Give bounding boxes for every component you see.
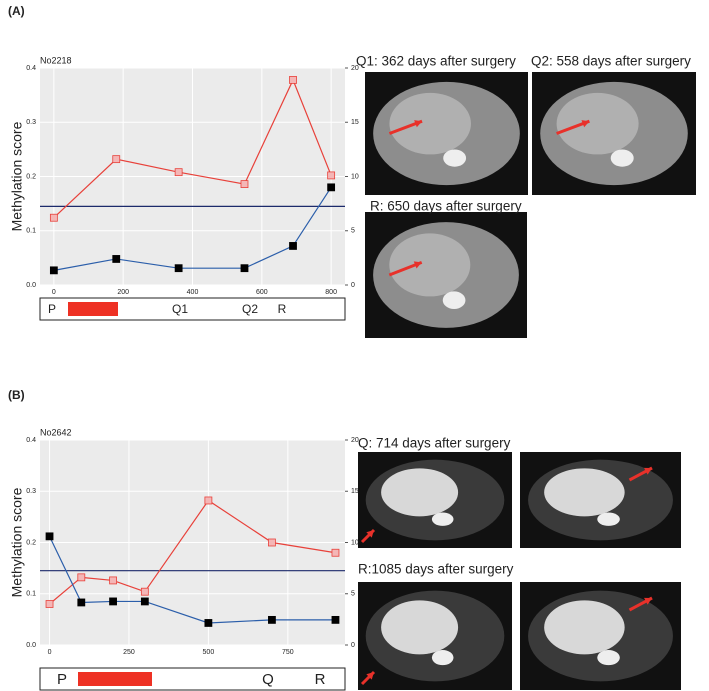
timeline-label: R <box>278 302 287 316</box>
ct-organ <box>381 600 459 655</box>
y-tick-label: 0.3 <box>26 119 36 126</box>
ct-organ <box>443 149 467 167</box>
panel-label: (B) <box>8 388 25 402</box>
data-point <box>140 597 149 606</box>
ct-organ <box>556 92 639 155</box>
panel-label: (A) <box>8 4 25 18</box>
y-axis-label: Methylation score <box>9 121 25 231</box>
timeline-label: Q2 <box>242 302 258 316</box>
image-caption: Q: 714 days after surgery <box>358 436 511 451</box>
data-point <box>289 76 297 84</box>
y2-tick-label: 20 <box>351 437 359 444</box>
data-point <box>140 587 149 596</box>
data-point <box>240 180 249 188</box>
ct-organ <box>442 291 466 310</box>
ct-organ <box>544 468 625 517</box>
data-point <box>174 264 183 273</box>
image-caption: R:1085 days after surgery <box>358 562 514 577</box>
y-tick-label: 0.1 <box>26 591 36 598</box>
y-tick-label: 0.3 <box>26 488 36 495</box>
y-tick-label: 0.4 <box>26 437 36 444</box>
data-point <box>331 615 340 624</box>
y-tick-label: 0.0 <box>26 282 36 289</box>
ct-organ <box>389 92 471 155</box>
y-axis-label: Methylation score <box>9 487 25 597</box>
arrow-head <box>414 120 423 128</box>
series-line <box>53 187 332 271</box>
y-tick-label: 0.2 <box>26 539 36 546</box>
x-tick-label: 0 <box>52 289 56 296</box>
y2-tick-label: 5 <box>351 591 355 598</box>
data-point <box>204 619 213 627</box>
data-point <box>327 183 336 192</box>
chart-title: No2642 <box>40 427 72 437</box>
ct-organ <box>381 468 459 517</box>
data-point <box>112 255 121 263</box>
data-point <box>77 573 86 582</box>
y2-tick-label: 0 <box>351 642 355 649</box>
data-point <box>268 615 276 624</box>
data-point <box>45 532 54 541</box>
ct-organ <box>597 512 620 526</box>
data-point <box>77 598 86 607</box>
x-tick-label: 800 <box>325 289 337 296</box>
series-line <box>53 78 332 219</box>
y-tick-label: 0.2 <box>26 173 36 180</box>
data-point <box>327 171 336 180</box>
timeline-label: R <box>315 671 326 688</box>
y2-tick-label: 10 <box>351 173 359 180</box>
data-point <box>240 264 249 273</box>
x-tick-label: 250 <box>123 649 135 656</box>
timeline-label: P <box>57 671 67 688</box>
arrow-head <box>366 672 374 680</box>
arrow-head <box>581 120 590 128</box>
y-tick-label: 0.4 <box>26 65 36 72</box>
arrow-head <box>644 467 653 475</box>
x-tick-label: 600 <box>256 289 268 296</box>
ct-organ <box>431 512 454 526</box>
x-tick-label: 500 <box>203 649 215 656</box>
x-tick-label: 750 <box>282 649 294 656</box>
arrow-head <box>366 530 374 538</box>
data-point <box>331 548 340 557</box>
arrow-head <box>644 597 653 605</box>
ct-organ <box>597 650 620 666</box>
data-point <box>174 168 183 177</box>
data-point <box>49 213 58 222</box>
data-point <box>112 155 121 164</box>
data-point <box>109 597 117 606</box>
data-point <box>289 242 297 250</box>
y2-tick-label: 15 <box>351 488 359 495</box>
x-tick-label: 0 <box>48 649 52 656</box>
image-caption: R: 650 days after surgery <box>370 199 522 214</box>
data-point <box>204 496 213 505</box>
image-caption: Q2: 558 days after surgery <box>531 54 691 69</box>
ct-organ <box>544 600 625 655</box>
y-tick-label: 0.0 <box>26 642 36 649</box>
y2-tick-label: 15 <box>351 119 359 126</box>
image-caption: Q1: 362 days after surgery <box>356 54 516 69</box>
data-point <box>268 538 276 547</box>
ct-organ <box>431 650 454 666</box>
data-point <box>49 266 58 275</box>
y2-tick-label: 0 <box>351 282 355 289</box>
timeline-label: Q <box>262 671 274 688</box>
ct-organ <box>389 233 471 297</box>
timeline-bar <box>78 672 152 686</box>
arrow-head <box>413 261 422 269</box>
timeline-label: P <box>48 302 56 316</box>
x-tick-label: 200 <box>117 289 129 296</box>
ct-organ <box>610 149 634 167</box>
y2-tick-label: 20 <box>351 65 359 72</box>
x-tick-label: 400 <box>187 289 199 296</box>
data-point <box>109 576 117 585</box>
timeline-label: Q1 <box>172 302 188 316</box>
timeline-bar <box>68 302 118 316</box>
y2-tick-label: 10 <box>351 539 359 546</box>
data-point <box>45 600 54 608</box>
y2-tick-label: 5 <box>351 228 355 235</box>
chart-title: No2218 <box>40 55 72 65</box>
y-tick-label: 0.1 <box>26 228 36 235</box>
